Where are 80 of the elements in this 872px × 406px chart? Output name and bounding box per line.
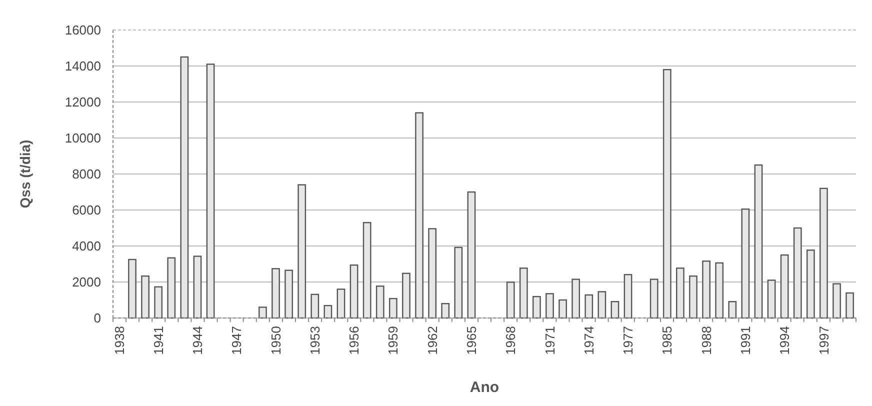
y-tick-label: 2000 [72,274,101,290]
bar [454,246,463,319]
bar [519,268,528,319]
bar [272,268,280,319]
bar [310,294,320,319]
bar [676,268,684,319]
bar [780,254,789,319]
x-tick-label: 1968 [503,326,518,355]
bar [324,304,332,319]
bar [167,257,176,319]
bar [206,64,215,319]
y-tick-label: 16000 [64,22,101,38]
y-tick-label: 12000 [64,94,101,110]
bar [662,69,672,319]
bar [141,275,150,319]
x-tick-label: 1974 [581,326,596,355]
x-tick-label: 1962 [424,326,440,355]
bar [728,301,737,319]
bar [610,301,620,319]
x-tick-label: 1953 [307,326,322,355]
x-tick-label: 1956 [346,326,362,355]
bar [846,292,854,319]
bar [350,264,358,319]
x-tick-label: 1971 [542,326,558,355]
x-tick-label: 1944 [190,326,206,355]
bar [180,56,189,319]
bar [754,164,763,319]
x-tick-label: 1950 [268,326,284,355]
bar [741,208,750,319]
bar [767,280,776,319]
bar [467,191,476,319]
bar [388,298,398,319]
y-tick-label: 0 [94,310,101,326]
bar [702,260,710,319]
bar [532,296,541,319]
bar [506,282,515,319]
bar [336,288,346,319]
bar [284,270,293,319]
bar [558,299,567,319]
bar [193,256,202,319]
x-tick-label: 1994 [777,326,792,355]
x-tick-label: 1977 [620,326,636,355]
x-tick-label: 1997 [816,326,832,355]
x-tick-label: 1991 [738,326,753,355]
bar [806,250,815,319]
x-tick-label: 1988 [698,326,714,355]
y-tick-label: 8000 [72,166,101,182]
bar [546,293,554,319]
x-tick-label: 1985 [660,326,675,355]
x-tick-label: 1947 [229,326,244,355]
bar [793,227,802,319]
bar [650,278,658,319]
bar [128,258,136,319]
y-tick-label: 10000 [64,130,101,146]
bar [624,274,632,319]
x-tick-label: 1938 [112,326,127,355]
bar [298,184,306,319]
x-axis-title: Ano [470,379,500,396]
bar [441,303,450,319]
x-tick-label: 1965 [464,326,480,355]
bar [584,294,594,319]
y-tick-label: 6000 [72,202,101,218]
bar [362,222,372,319]
bar [415,112,424,319]
bar [689,275,698,319]
bar [820,188,828,319]
x-tick-label: 1959 [386,326,401,355]
bar [598,291,606,319]
bar [154,286,163,319]
bar [376,286,384,319]
bar [428,228,436,319]
bar [715,262,724,319]
bar [572,278,580,319]
y-tick-label: 14000 [64,58,101,74]
y-axis-title: Qss (t/dia) [17,140,33,208]
bar [258,306,267,319]
bar [832,283,841,319]
bar [402,272,410,319]
y-tick-label: 4000 [72,238,101,254]
x-tick-label: 1941 [150,326,166,355]
